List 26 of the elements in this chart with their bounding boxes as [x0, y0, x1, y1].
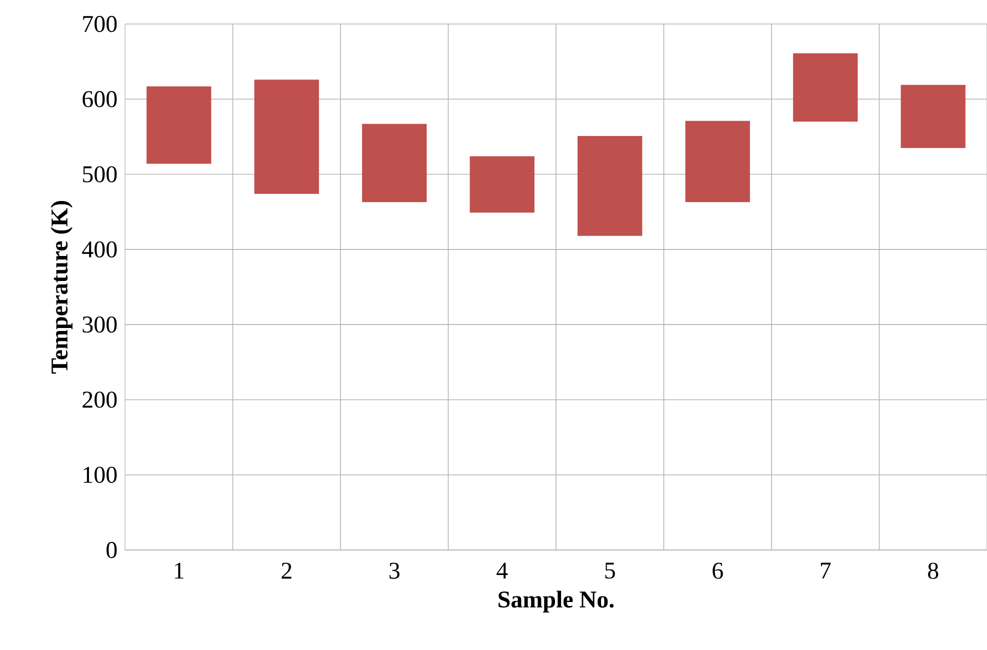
- x-tick-label: 2: [282, 562, 292, 579]
- bar: [578, 136, 642, 236]
- y-tick-label: 700: [83, 16, 117, 32]
- x-tick-label: 5: [605, 562, 615, 579]
- y-tick-label: 300: [82, 316, 117, 333]
- y-tick-label: 600: [82, 91, 117, 108]
- bar: [146, 86, 212, 164]
- y-tick-label: 500: [83, 166, 117, 182]
- bar: [685, 120, 750, 202]
- y-tick-label: 400: [82, 241, 117, 258]
- y-tick-label: 100: [84, 466, 117, 483]
- y-tick-label: 200: [82, 392, 117, 408]
- x-axis-title: Sample No.: [498, 590, 614, 612]
- x-tick-label: 7: [820, 562, 831, 578]
- y-axis-title: Temperature (K): [50, 201, 72, 374]
- x-tick-label: 8: [928, 562, 938, 579]
- bar: [362, 124, 427, 202]
- x-tick-label: 3: [390, 562, 400, 579]
- x-tick-label: 1: [174, 562, 184, 579]
- bar: [470, 156, 534, 213]
- bar: [793, 53, 858, 122]
- bar: [254, 80, 319, 194]
- bar: [900, 84, 966, 148]
- x-tick-label: 6: [712, 562, 723, 579]
- x-tick-label: 4: [496, 562, 508, 579]
- y-tick-label: 0: [106, 542, 117, 558]
